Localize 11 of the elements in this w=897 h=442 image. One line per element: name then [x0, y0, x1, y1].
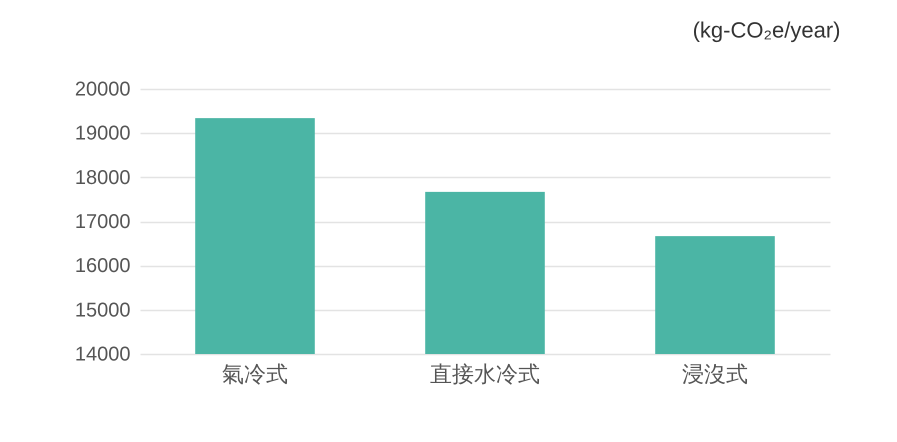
- y-tick-label: 20000: [74, 78, 130, 100]
- y-tick-label: 18000: [74, 166, 130, 189]
- y-tick-label: 16000: [74, 255, 130, 278]
- x-tick-label: 直接水冷式: [430, 362, 540, 388]
- y-tick-label: 15000: [74, 299, 130, 322]
- x-tick-label: 氣冷式: [222, 362, 288, 388]
- y-tick-label: 17000: [74, 211, 130, 233]
- y-axis-title: (kg-CO₂e/year): [692, 18, 840, 42]
- y-tick-label: 19000: [74, 122, 130, 145]
- y-tick-label: 14000: [74, 344, 130, 366]
- x-tick-label: 浸沒式: [682, 362, 748, 388]
